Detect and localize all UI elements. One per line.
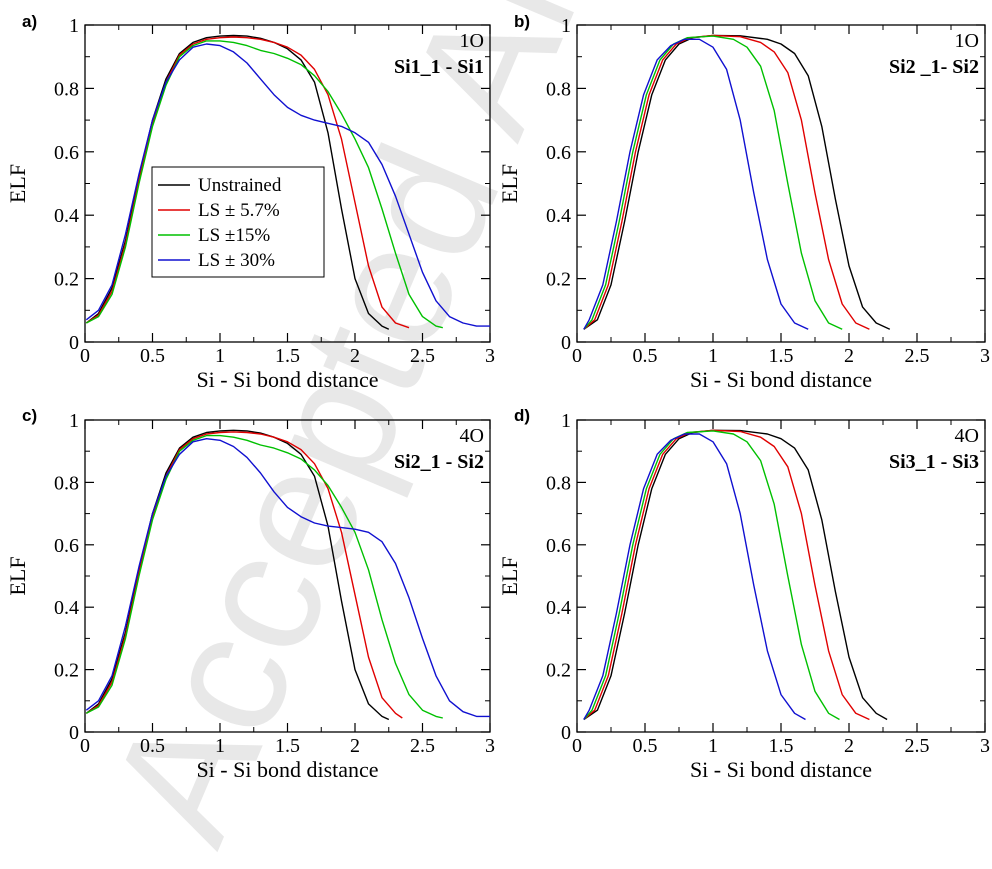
- x-tick-label: 0.5: [140, 735, 165, 757]
- x-tick-label: 2.5: [905, 735, 930, 757]
- x-tick-label: 1.5: [275, 735, 300, 757]
- x-tick-label: 1: [215, 735, 225, 757]
- y-tick-label: 0.8: [54, 78, 79, 100]
- x-tick-label: 0.5: [633, 345, 658, 367]
- x-tick-label: 1.5: [769, 735, 794, 757]
- y-tick-label: 0: [69, 332, 79, 354]
- annotation-bond: Si3_1 - Si3: [889, 451, 979, 473]
- x-tick-label: 3: [980, 345, 990, 367]
- x-tick-label: 0.5: [633, 735, 658, 757]
- y-tick-label: 0.2: [54, 269, 79, 291]
- y-tick-label: 1: [561, 410, 571, 432]
- series-line-4: [85, 438, 490, 718]
- panel-label: b): [514, 12, 530, 31]
- x-axis-title: Si - Si bond distance: [690, 757, 872, 782]
- y-tick-label: 0: [561, 722, 571, 744]
- series-line-3: [85, 434, 443, 719]
- y-tick-label: 0.2: [546, 660, 571, 682]
- x-tick-label: 0.5: [140, 345, 165, 367]
- annotation-bond: Si2_1 - Si2: [394, 451, 484, 473]
- series-line-1: [583, 429, 888, 721]
- series-line-2: [583, 429, 870, 721]
- y-tick-label: 0.2: [54, 660, 79, 682]
- x-tick-label: 1: [708, 735, 718, 757]
- y-tick-label: 0.6: [546, 142, 571, 164]
- x-tick-label: 2: [844, 345, 854, 367]
- x-tick-label: 2.5: [410, 735, 435, 757]
- x-tick-label: 0: [80, 735, 90, 757]
- y-tick-label: 1: [69, 410, 79, 432]
- y-tick-label: 0.4: [54, 597, 79, 619]
- annotation-oxygen: 4O: [955, 425, 979, 447]
- x-tick-label: 2.5: [905, 345, 930, 367]
- y-tick-label: 0.6: [54, 142, 79, 164]
- x-axis-title: Si - Si bond distance: [690, 367, 872, 392]
- y-tick-label: 0.4: [54, 205, 79, 227]
- series-line-4: [583, 433, 806, 721]
- y-tick-label: 1: [69, 15, 79, 37]
- annotation-oxygen: 1O: [460, 30, 484, 52]
- x-tick-label: 2: [844, 735, 854, 757]
- annotation-oxygen: 1O: [955, 30, 979, 52]
- x-tick-label: 2.5: [410, 345, 435, 367]
- y-axis-title: ELF: [5, 556, 30, 595]
- series-line-2: [583, 34, 870, 330]
- x-tick-label: 1.5: [769, 345, 794, 367]
- y-tick-label: 0.4: [546, 205, 571, 227]
- legend: Unstrained LS ± 5.7% LS ±15% LS ± 30%: [151, 166, 325, 278]
- series-line-1: [583, 34, 891, 330]
- series-line-3: [85, 40, 443, 329]
- y-tick-label: 0: [561, 332, 571, 354]
- legend-label: LS ±15%: [198, 225, 270, 246]
- panel-label: d): [514, 406, 530, 425]
- x-tick-label: 3: [485, 735, 495, 757]
- y-tick-label: 0.8: [546, 78, 571, 100]
- x-tick-label: 2: [350, 345, 360, 367]
- series-line-2: [85, 36, 410, 329]
- y-tick-label: 1: [561, 15, 571, 37]
- legend-label: Unstrained: [198, 175, 282, 196]
- x-axis-title: Si - Si bond distance: [196, 367, 378, 392]
- x-tick-label: 1: [215, 345, 225, 367]
- y-tick-label: 0.4: [546, 597, 571, 619]
- y-tick-label: 0: [69, 722, 79, 744]
- x-tick-label: 1.5: [275, 345, 300, 367]
- y-tick-label: 0.2: [546, 269, 571, 291]
- y-axis-title: ELF: [497, 164, 522, 203]
- x-tick-label: 0: [80, 345, 90, 367]
- annotation-bond: Si2 _1- Si2: [889, 56, 979, 78]
- series-line-4: [583, 38, 809, 330]
- y-tick-label: 0.8: [546, 472, 571, 494]
- legend-label: LS ± 30%: [198, 250, 275, 271]
- y-axis-title: ELF: [5, 164, 30, 203]
- x-tick-label: 0: [572, 735, 582, 757]
- y-axis-title: ELF: [497, 556, 522, 595]
- x-tick-label: 3: [485, 345, 495, 367]
- x-axis-title: Si - Si bond distance: [196, 757, 378, 782]
- x-tick-label: 0: [572, 345, 582, 367]
- panel-label: c): [22, 406, 37, 425]
- series-line-1: [85, 429, 390, 721]
- annotation-oxygen: 4O: [460, 425, 484, 447]
- y-tick-label: 0.8: [54, 472, 79, 494]
- series-line-3: [583, 430, 840, 721]
- panel-label: a): [22, 12, 37, 31]
- series-line-3: [583, 35, 843, 330]
- y-tick-label: 0.6: [54, 535, 79, 557]
- series-line-2: [85, 431, 403, 719]
- x-tick-label: 1: [708, 345, 718, 367]
- legend-label: LS ± 5.7%: [198, 200, 280, 221]
- y-tick-label: 0.6: [546, 535, 571, 557]
- x-tick-label: 3: [980, 735, 990, 757]
- series-line-4: [85, 43, 490, 327]
- annotation-bond: Si1_1 - Si1: [394, 56, 484, 78]
- x-tick-label: 2: [350, 735, 360, 757]
